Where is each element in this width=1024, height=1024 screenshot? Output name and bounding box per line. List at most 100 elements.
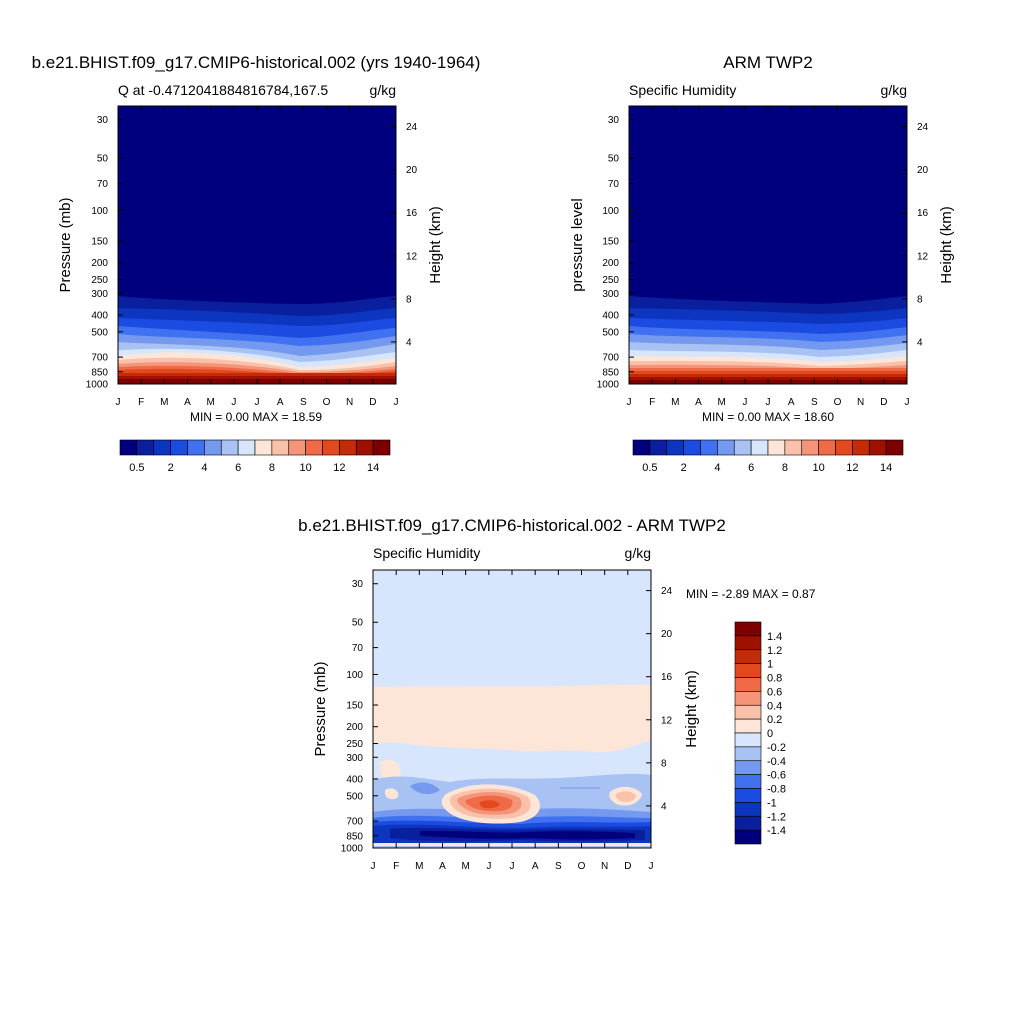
y-tick-label: 700 <box>346 817 363 828</box>
colorbar-swatch <box>136 439 155 456</box>
colorbar-label: -0.6 <box>767 770 786 782</box>
x-tick-label: J <box>394 397 399 408</box>
y-tick-label: 850 <box>91 367 108 378</box>
right-axis-label: Height (km) <box>427 206 444 284</box>
x-tick-label: N <box>857 397 864 408</box>
colorbar-swatch <box>271 439 290 456</box>
colorbar-label: 6 <box>748 462 754 474</box>
y-axis-label: Pressure (mb) <box>312 661 329 756</box>
x-tick-label: O <box>834 397 842 408</box>
x-tick-label: A <box>695 397 702 408</box>
colorbar-label: 14 <box>367 462 379 474</box>
colorbar-label: 0.6 <box>767 686 782 698</box>
axes: 30 50 70 100 150 200 250 300 400 500 700 850 1000 24 2… <box>341 570 673 872</box>
colorbar-swatch <box>835 439 853 456</box>
right-tick-label: 24 <box>406 122 418 133</box>
colorbar-swatch <box>734 691 762 706</box>
y-tick-label: 500 <box>91 327 108 338</box>
x-tick-label: J <box>649 861 654 872</box>
colorbar-label: 14 <box>880 462 892 474</box>
colorbar-swatch <box>632 439 651 456</box>
colorbar-swatch <box>734 829 762 845</box>
colorbar-swatch <box>119 439 138 456</box>
contour-band <box>615 791 636 802</box>
y-tick-label: 70 <box>97 179 109 190</box>
colorbar-label: 0.5 <box>642 462 657 474</box>
colorbar-label: 12 <box>846 462 858 474</box>
colorbar-swatch <box>683 439 701 456</box>
colorbar-swatch <box>750 439 769 456</box>
colorbar-swatch <box>734 649 762 664</box>
y-tick-label: 250 <box>91 275 108 286</box>
x-tick-label: S <box>811 397 818 408</box>
right-tick-label: 8 <box>661 758 667 769</box>
contour-field <box>118 106 396 384</box>
min-max-text: MIN = 0.00 MAX = 18.59 <box>190 410 322 424</box>
y-tick-label: 300 <box>346 753 363 764</box>
colorbar-swatch <box>305 439 323 456</box>
y-tick-label: 50 <box>97 154 109 165</box>
right-tick-label: 4 <box>406 337 412 348</box>
axes: 30 50 70 100 150 200 250 300 400 500 700 850 1000 24 2… <box>86 106 418 408</box>
right-tick-label: 20 <box>406 165 418 176</box>
y-tick-label: 1000 <box>597 380 620 391</box>
x-tick-label: N <box>346 397 353 408</box>
units-label: g/kg <box>881 82 907 98</box>
panel-subtitle: Specific Humidity <box>629 82 736 98</box>
colorbar-label: -0.4 <box>767 756 786 768</box>
colorbar-swatch <box>288 439 306 456</box>
y-tick-label: 150 <box>346 701 363 712</box>
y-tick-label: 1000 <box>341 844 364 855</box>
right-tick-label: 4 <box>661 801 667 812</box>
colorbar: 0.5 2 4 6 8 10 12 14 <box>632 439 904 474</box>
panel-subtitle: Specific Humidity <box>373 545 480 561</box>
colorbar-swatch <box>649 439 668 456</box>
right-tick-label: 16 <box>406 208 418 219</box>
x-tick-label: A <box>277 397 284 408</box>
min-max-text: MIN = -2.89 MAX = 0.87 <box>686 587 816 601</box>
x-tick-label: F <box>138 397 144 408</box>
y-tick-label: 700 <box>602 353 619 364</box>
colorbar-swatch <box>700 439 718 456</box>
y-tick-label: 150 <box>602 237 619 248</box>
colorbar: 0.5 2 4 6 8 10 12 14 <box>119 439 391 474</box>
colorbar-swatch <box>784 439 803 456</box>
x-tick-label: J <box>255 397 260 408</box>
min-max-text: MIN = 0.00 MAX = 18.60 <box>702 410 834 424</box>
x-tick-label: J <box>905 397 910 408</box>
colorbar-label: 1.4 <box>767 631 782 643</box>
x-tick-label: S <box>300 397 307 408</box>
right-tick-label: 20 <box>661 629 673 640</box>
x-tick-label: M <box>461 861 469 872</box>
colorbar-swatch <box>734 704 762 720</box>
y-tick-label: 70 <box>608 179 620 190</box>
colorbar-label: 6 <box>235 462 241 474</box>
colorbar-swatch <box>734 677 762 692</box>
colorbar-label: 8 <box>782 462 788 474</box>
x-tick-label: N <box>601 861 608 872</box>
colorbar-swatch <box>734 663 762 678</box>
colorbar-swatch <box>666 439 684 456</box>
colorbar-swatch <box>733 439 752 456</box>
colorbar-swatch <box>322 439 340 456</box>
x-tick-label: D <box>624 861 631 872</box>
colorbar-swatch <box>339 439 357 456</box>
panel-title: b.e21.BHIST.f09_g17.CMIP6-historical.002… <box>32 53 481 72</box>
colorbar: 1.4 1.2 1 0.80.6 0.4 0.2 0 -0.2 -0.4 -0.6 -0.8-1 -1… <box>734 621 786 845</box>
x-tick-label: O <box>323 397 331 408</box>
x-tick-label: A <box>788 397 795 408</box>
y-tick-label: 850 <box>346 831 363 842</box>
contour-band <box>385 788 399 800</box>
y-tick-label: 250 <box>602 275 619 286</box>
x-tick-label: J <box>766 397 771 408</box>
colorbar-label: 0.8 <box>767 673 782 685</box>
right-tick-label: 16 <box>917 208 929 219</box>
colorbar-swatch <box>734 760 762 775</box>
colorbar-label: 1.2 <box>767 645 782 657</box>
y-axis-label: pressure level <box>569 198 586 291</box>
contour-band <box>373 684 651 753</box>
x-tick-label: F <box>649 397 655 408</box>
colorbar-swatch <box>734 621 762 637</box>
colorbar-swatch <box>734 635 762 651</box>
colorbar-label: 10 <box>300 462 312 474</box>
